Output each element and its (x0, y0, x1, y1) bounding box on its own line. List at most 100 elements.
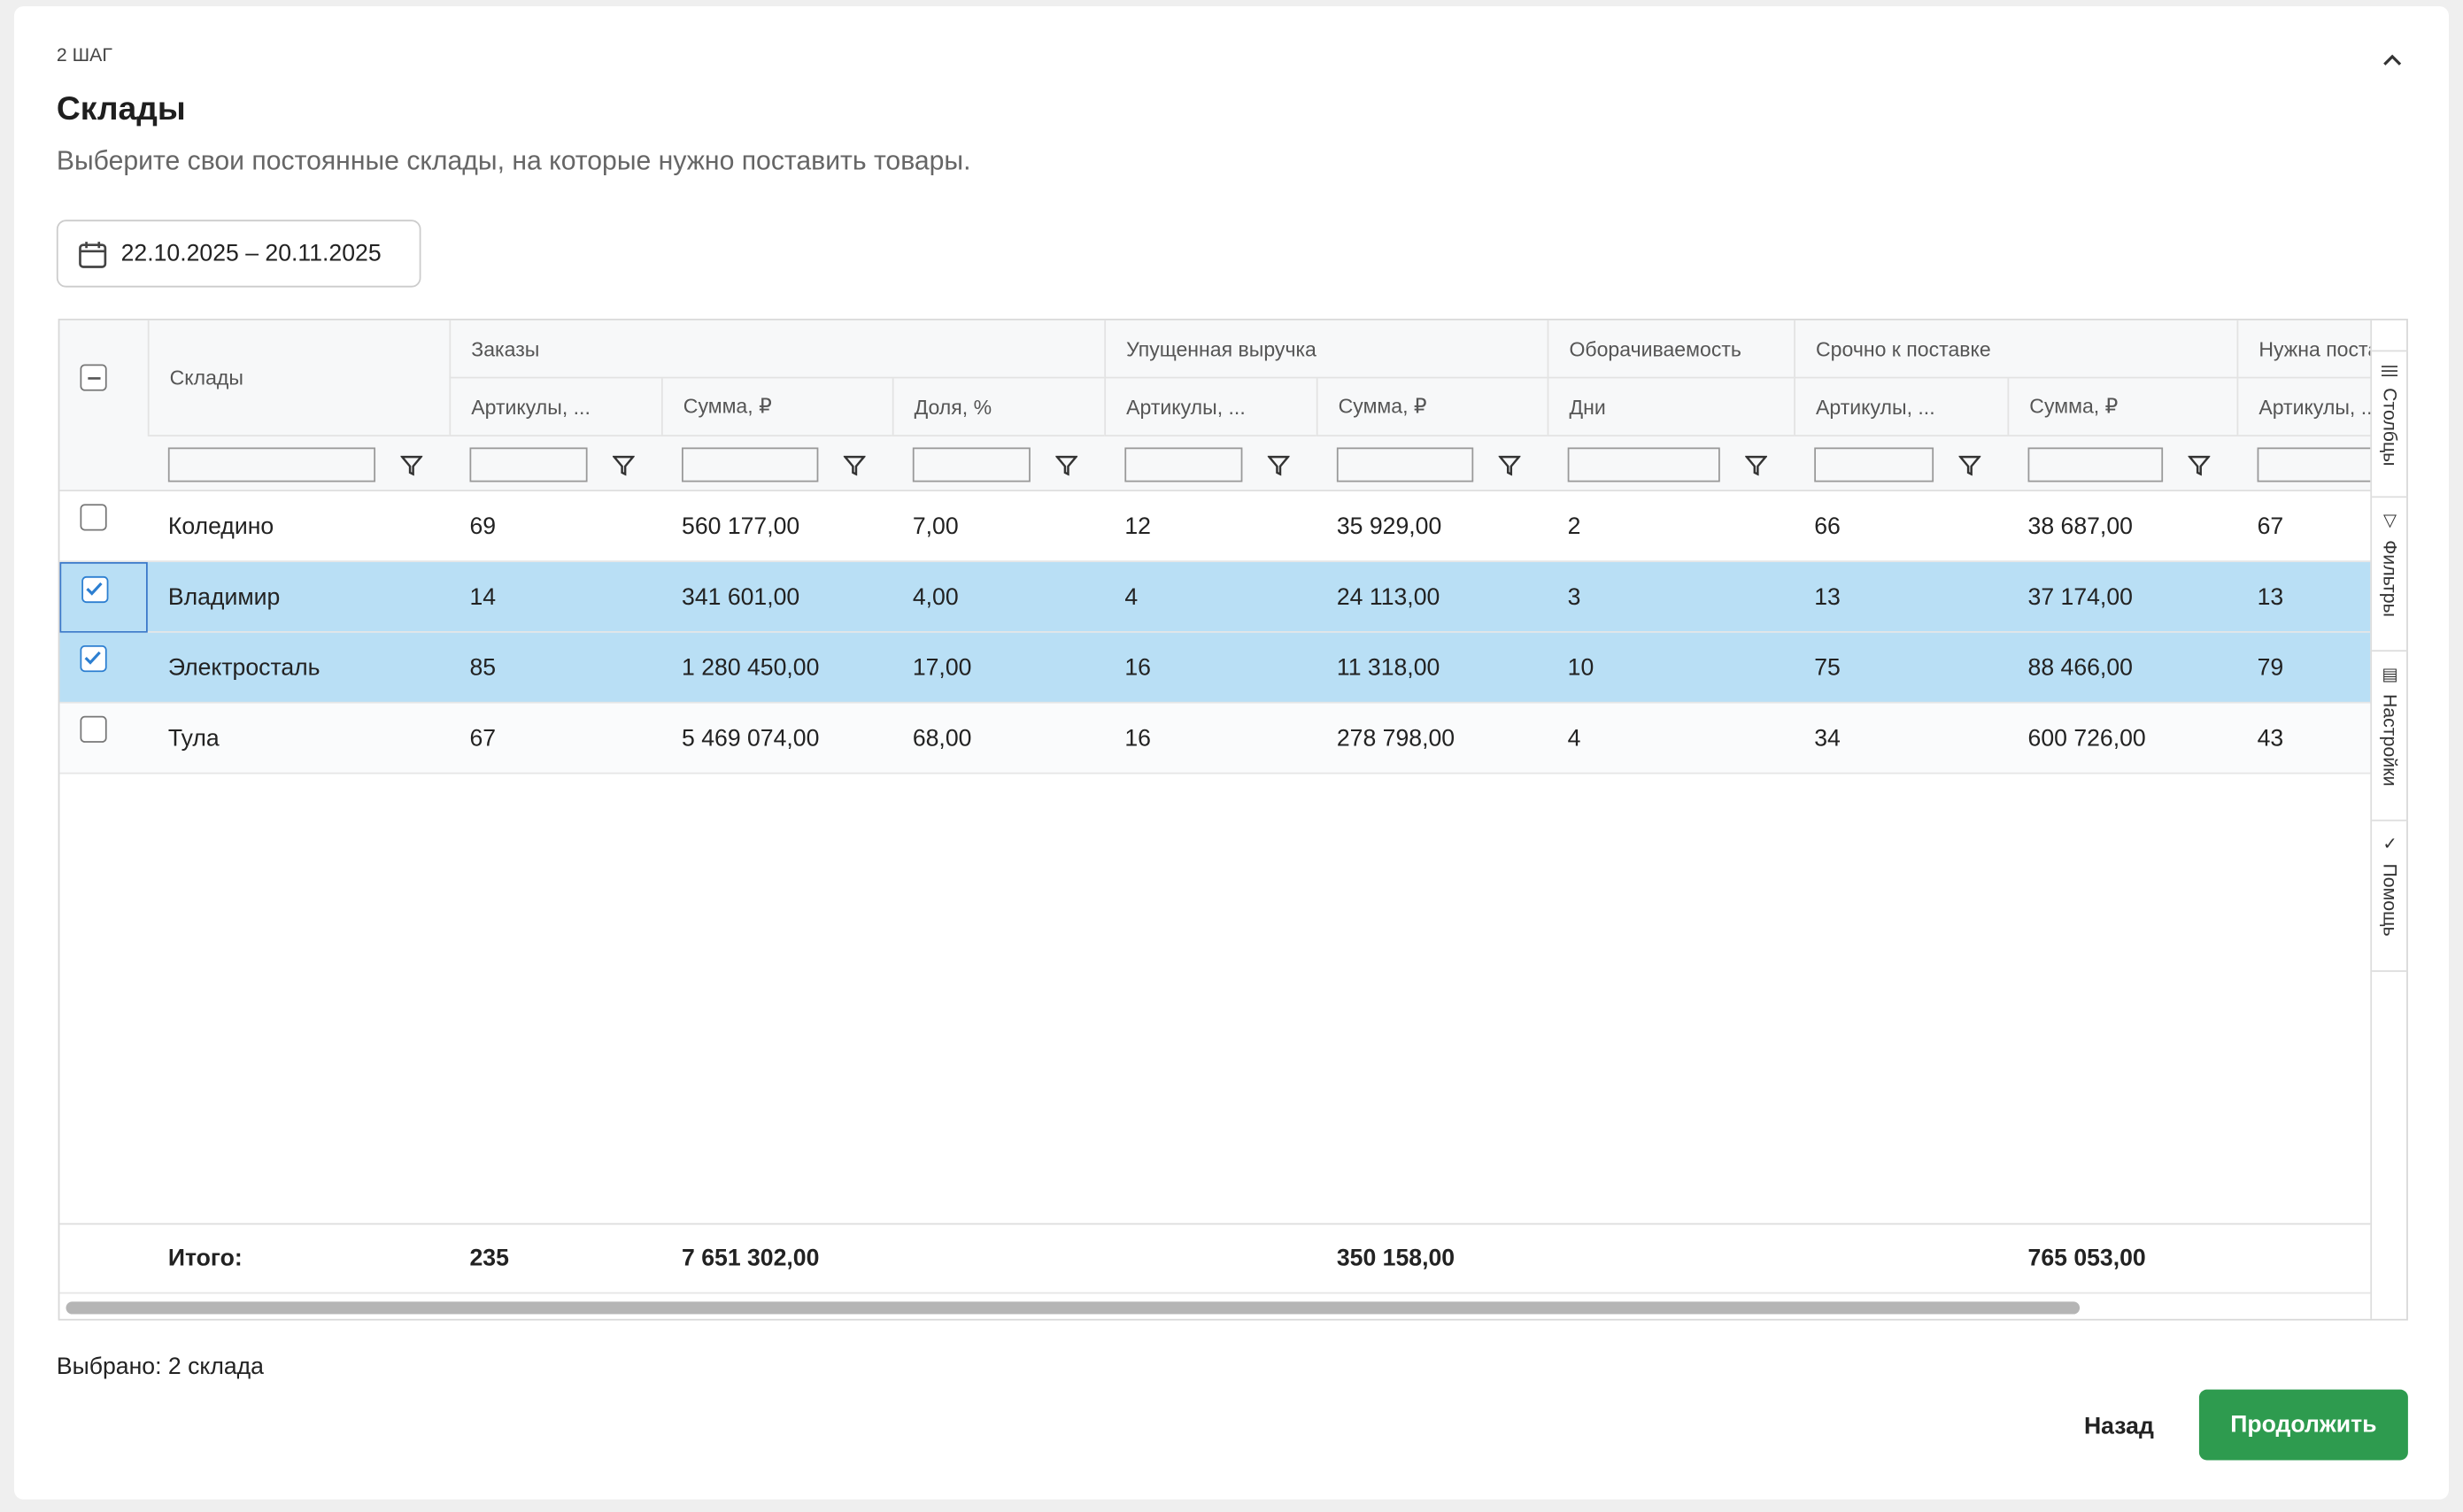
cell: 4,00 (892, 562, 1105, 633)
row-checkbox[interactable] (80, 504, 106, 530)
tab-label: Фильтры (2379, 540, 2401, 617)
column-header: Сумма, ₽ (1316, 378, 1548, 435)
filter (2258, 447, 2371, 482)
cell: 17,00 (892, 633, 1105, 704)
filter-input[interactable] (1568, 447, 1720, 482)
column-group: Заказы (449, 320, 1104, 379)
cell: 600 726,00 (2007, 704, 2236, 775)
filter-input[interactable] (168, 447, 375, 482)
filter (1568, 447, 1794, 482)
cell: 35 929,00 (1316, 491, 1548, 562)
column-header: Доля, % (892, 378, 1105, 435)
side-tab[interactable]: ✓Помощь (2372, 822, 2408, 972)
cell: 4 (1548, 704, 1795, 775)
side-tab[interactable]: ▤ Настройки (2372, 652, 2408, 822)
filter-cell (661, 435, 892, 491)
select-all[interactable] (80, 364, 106, 390)
side-tab[interactable]: ||| Столбцы (2372, 351, 2408, 498)
cell: 24 113,00 (1316, 562, 1548, 633)
filter (1124, 447, 1316, 482)
row-checkbox[interactable] (80, 645, 106, 672)
row-checkbox[interactable] (81, 576, 108, 603)
column-group: Оборачиваемость (1548, 320, 1795, 379)
cell: 4 (1104, 562, 1316, 633)
table-body: СкладыЗаказыУпущенная выручкаОборачиваем… (59, 320, 2370, 1319)
cell: 85 (449, 633, 661, 704)
filter-cell (449, 435, 661, 491)
scrollbar[interactable] (66, 1301, 2081, 1314)
filter-icon[interactable] (1268, 453, 1290, 475)
filter-icon[interactable] (1958, 453, 1980, 475)
filter-input[interactable] (1814, 447, 1934, 482)
cell: 43 (2237, 704, 2371, 775)
column-header: Артикулы, ... (1104, 378, 1316, 435)
cell: 13 (2237, 562, 2371, 633)
row-checkbox[interactable] (80, 716, 106, 743)
cell: 10 (1548, 633, 1795, 704)
checkbox-cell (59, 704, 147, 775)
tab-label: Настройки (2379, 694, 2401, 786)
filter-input[interactable] (1337, 447, 1473, 482)
side-panel: ||| Столбцы ▽ Фильтры ▤ Настройки ✓Помощь (2370, 320, 2408, 1319)
checkbox-cell (59, 562, 147, 633)
name-header: Склады (148, 320, 450, 435)
cell: 16 (1104, 704, 1316, 775)
filter-cell (892, 435, 1105, 491)
filter-input[interactable] (682, 447, 818, 482)
column-header: Сумма, ₽ (2007, 378, 2236, 435)
tab-icon: ||| (2381, 364, 2399, 377)
column-group: Срочно к поставке (1794, 320, 2236, 379)
column-header: Артикулы, ... (449, 378, 661, 435)
filter-icon[interactable] (1499, 453, 1521, 475)
column-group: Упущенная выручка (1104, 320, 1547, 379)
filter-cell (1104, 435, 1316, 491)
total-cell: 7 651 302,00 (661, 1223, 892, 1294)
cell: 7,00 (892, 491, 1105, 562)
cell: 14 (449, 562, 661, 633)
date-range: 22.10.2025 – 20.11.2025 (121, 240, 382, 266)
selected-count: Выбрано: 2 склада (57, 1354, 264, 1380)
filter-icon[interactable] (400, 453, 422, 475)
tab-label: Столбцы (2379, 387, 2401, 465)
collapse[interactable] (2380, 47, 2405, 72)
filter-icon[interactable] (1055, 453, 1077, 475)
cell: 67 (2237, 491, 2371, 562)
filter-input[interactable] (913, 447, 1031, 482)
filter-icon[interactable] (1745, 453, 1767, 475)
cell: 1 280 450,00 (661, 633, 892, 704)
table: СкладыЗаказыУпущенная выручкаОборачиваем… (58, 319, 2408, 1321)
filter-input[interactable] (2028, 447, 2164, 482)
filter-cell (1316, 435, 1548, 491)
continue-button[interactable]: Продолжить (2199, 1390, 2408, 1461)
total-cell: 235 (449, 1223, 661, 1294)
filter-icon[interactable] (2189, 453, 2211, 475)
filter-icon[interactable] (613, 453, 635, 475)
side-tab[interactable]: ▽ Фильтры (2372, 498, 2408, 652)
back-button[interactable]: Назад (2056, 1391, 2181, 1460)
filter-input[interactable] (2258, 447, 2371, 482)
filter-icon[interactable] (844, 453, 866, 475)
tab-icon: ▤ (2380, 664, 2400, 684)
warehouse-name: Коледино (148, 491, 450, 562)
total-cell: 350 158,00 (1316, 1223, 1548, 1294)
cell: 79 (2237, 633, 2371, 704)
cell: 278 798,00 (1316, 704, 1548, 775)
filter (2028, 447, 2237, 482)
filter (1814, 447, 2007, 482)
cell: 12 (1104, 491, 1316, 562)
tab-icon: ▽ (2380, 510, 2400, 530)
warehouse-name: Электросталь (148, 633, 450, 704)
filter-cell (1794, 435, 2007, 491)
cell: 5 469 074,00 (661, 704, 892, 775)
column-header: Сумма, ₽ (661, 378, 892, 435)
cell: 88 466,00 (2007, 633, 2236, 704)
cell: 16 (1104, 633, 1316, 704)
warehouse-name: Тула (148, 704, 450, 775)
filter-input[interactable] (1124, 447, 1242, 482)
date-picker[interactable]: 22.10.2025 – 20.11.2025 (57, 220, 421, 287)
cell: 2 (1548, 491, 1795, 562)
cell: 68,00 (892, 704, 1105, 775)
filter-input[interactable] (469, 447, 587, 482)
